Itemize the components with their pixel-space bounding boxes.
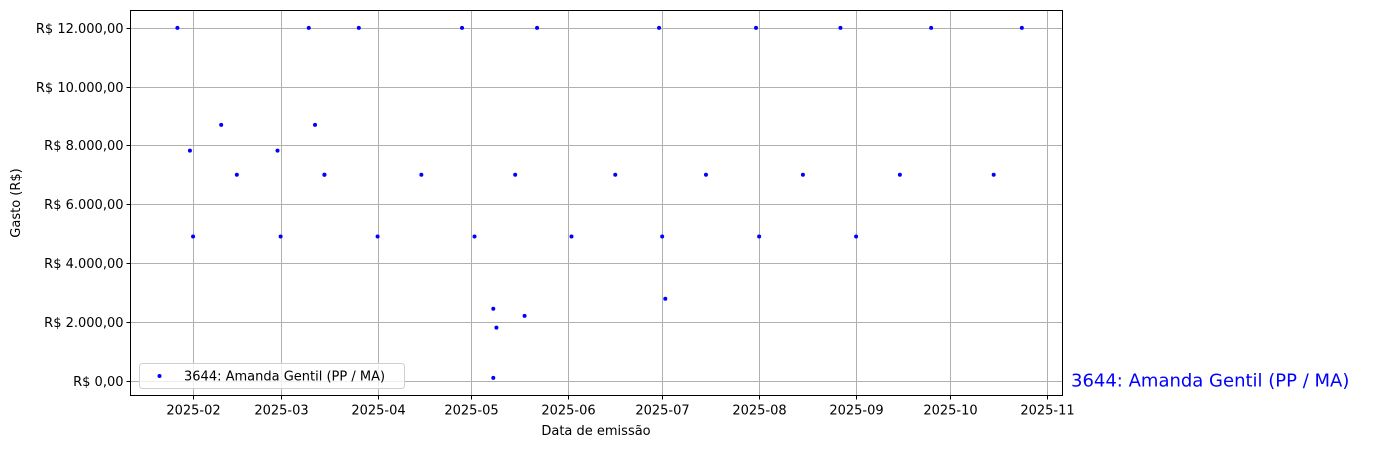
y-tick-label: R$ 6.000,00 [44, 198, 123, 213]
plot-frame [130, 10, 1063, 396]
data-point [703, 172, 708, 177]
data-point [754, 25, 759, 30]
y-tick-label: R$ 4.000,00 [44, 257, 123, 272]
legend-label: 3644: Amanda Gentil (PP / MA) [184, 370, 385, 385]
data-point [187, 148, 192, 153]
data-point [569, 234, 574, 239]
data-point [929, 25, 934, 30]
data-point [854, 234, 859, 239]
x-tick-label: 2025-08 [732, 404, 786, 419]
x-tick-label: 2025-05 [444, 404, 498, 419]
data-point [275, 148, 280, 153]
y-tick-label: R$ 12.000,00 [36, 22, 124, 37]
x-axis-label: Data de emissão [541, 424, 650, 439]
x-tick-label: 2025-03 [254, 404, 308, 419]
x-tick-label: 2025-10 [923, 404, 977, 419]
legend: 3644: Amanda Gentil (PP / MA) [139, 363, 405, 389]
data-point [513, 172, 518, 177]
data-point [491, 306, 496, 311]
x-tick-label: 2025-06 [541, 404, 595, 419]
y-axis: R$ 0,00 R$ 2.000,00 R$ 4.000,00 R$ 6.000,00… [36, 22, 131, 390]
data-point [757, 234, 762, 239]
data-point [657, 25, 662, 30]
data-point [375, 234, 380, 239]
x-tick-label: 2025-11 [1020, 404, 1074, 419]
data-point [663, 296, 668, 301]
data-point [800, 172, 805, 177]
data-point [306, 25, 311, 30]
data-point [313, 122, 318, 127]
data-point [660, 234, 665, 239]
data-point [472, 234, 477, 239]
data-point [419, 172, 424, 177]
y-axis-label: Gasto (R$) [9, 168, 24, 237]
data-point [991, 172, 996, 177]
data-point [491, 375, 496, 380]
x-tick-label: 2025-07 [635, 404, 689, 419]
x-tick-label: 2025-09 [829, 404, 883, 419]
data-point [219, 122, 224, 127]
y-tick-label: R$ 0,00 [73, 375, 123, 390]
data-point [234, 172, 239, 177]
x-tick-label: 2025-02 [166, 404, 220, 419]
data-point [356, 25, 361, 30]
grid [130, 10, 1063, 396]
data-point [522, 313, 527, 318]
y-tick-label: R$ 10.000,00 [36, 81, 124, 96]
data-point [175, 25, 180, 30]
data-point [278, 234, 283, 239]
y-tick-label: R$ 2.000,00 [44, 316, 123, 331]
data-point [535, 25, 540, 30]
data-points [175, 25, 1024, 380]
data-point [838, 25, 843, 30]
data-point [191, 234, 196, 239]
data-point [460, 25, 465, 30]
data-point [613, 172, 618, 177]
data-point [1019, 25, 1024, 30]
data-point [897, 172, 902, 177]
legend-box [139, 363, 405, 389]
series-annotation: 3644: Amanda Gentil (PP / MA) [1071, 371, 1349, 392]
legend-marker [157, 374, 162, 378]
data-point [322, 172, 327, 177]
data-point [494, 325, 499, 330]
x-tick-label: 2025-04 [351, 404, 405, 419]
x-axis: 2025-02 2025-03 2025-04 2025-05 2025-06 2025-… [166, 395, 1075, 419]
y-tick-label: R$ 8.000,00 [44, 139, 123, 154]
